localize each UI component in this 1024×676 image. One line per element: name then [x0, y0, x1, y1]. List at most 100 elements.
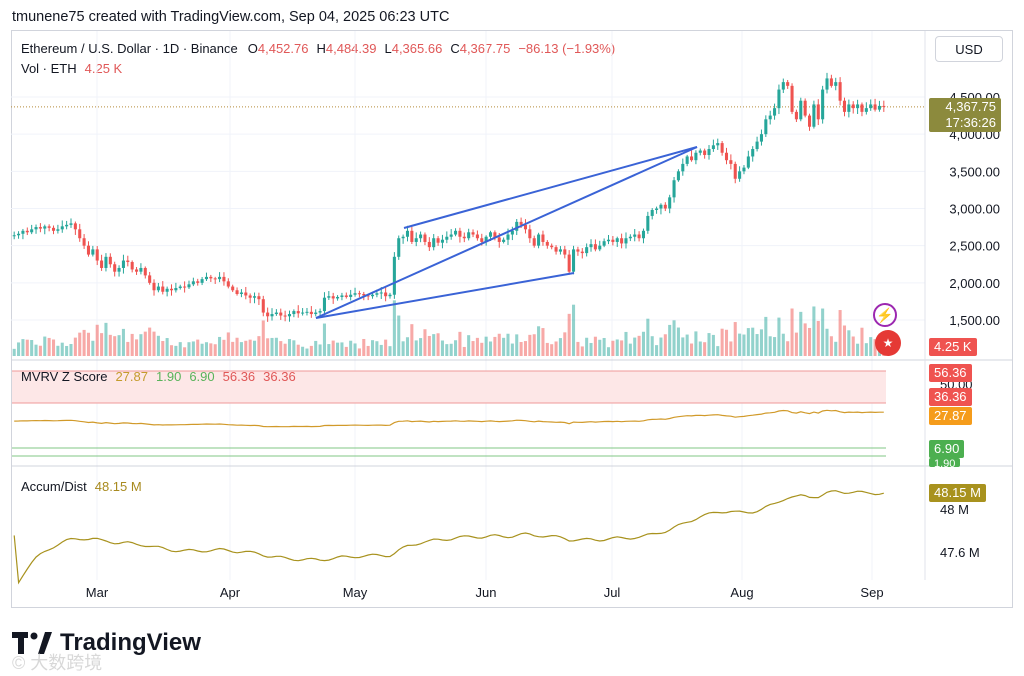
volume-bar	[537, 326, 541, 356]
brand-name: TradingView	[60, 629, 201, 656]
candle-body	[292, 311, 296, 315]
volume-bar	[414, 340, 418, 356]
candle-body	[528, 229, 532, 239]
symbol-legend: Ethereum / U.S. Dollar · 1D · Binance O …	[21, 41, 615, 56]
tradingview-logo[interactable]: TradingView	[12, 629, 201, 657]
candle-body	[834, 82, 838, 86]
mvrv-legend: MVRV Z Score 27.87 1.90 6.90 56.36 36.36	[21, 369, 296, 384]
volume-bar	[270, 337, 274, 356]
candle-body	[17, 233, 21, 236]
candle-body	[95, 249, 99, 261]
candle-body	[589, 244, 593, 248]
volume-bar	[113, 336, 117, 356]
mvrv-label[interactable]: MVRV Z Score	[21, 369, 108, 384]
candle-body	[405, 230, 410, 237]
volume-bar	[82, 329, 86, 356]
volume-bar	[668, 324, 672, 356]
volume-bar	[515, 334, 519, 356]
candle-body	[777, 89, 781, 109]
volume-bar	[353, 343, 357, 356]
volume-bar	[716, 346, 720, 356]
mvrv-value-2: 1.90	[156, 369, 182, 384]
candle-body	[226, 281, 230, 287]
volume-bar	[375, 341, 379, 356]
candle-body	[353, 293, 357, 295]
candle-body	[174, 288, 178, 291]
mvrv-series-line	[14, 409, 884, 428]
candle-body	[366, 295, 370, 297]
volume-bar	[567, 313, 571, 356]
candle-body	[611, 239, 615, 242]
volume-bar	[51, 339, 56, 356]
close-value: 4,367.75	[459, 41, 511, 56]
change-value: −86.13 (−1.93%)	[518, 41, 616, 56]
time-axis-tick: Jul	[604, 585, 621, 600]
volume-bar	[576, 341, 580, 356]
volume-bar	[563, 332, 567, 356]
volume-bar	[655, 345, 659, 356]
volume-bar	[773, 337, 777, 356]
volume-bar	[720, 328, 724, 356]
volume-bar	[786, 341, 790, 356]
chart-frame	[11, 30, 1013, 608]
lightning-icon[interactable]: ⚡	[873, 303, 897, 327]
volume-bar	[703, 342, 707, 356]
volume-bar	[165, 338, 169, 356]
volume-legend: Vol · ETH 4.25 K	[21, 61, 122, 76]
candle-body	[375, 293, 379, 295]
volume-bar	[510, 343, 514, 356]
volume-bar	[646, 318, 650, 356]
volume-bar	[711, 334, 715, 356]
volume-bar	[475, 337, 479, 356]
price-axis-tick: 1,500.00	[949, 313, 1000, 328]
volume-bar	[196, 339, 200, 356]
candle-body	[82, 238, 86, 246]
volume-label[interactable]: Vol · ETH	[21, 61, 77, 76]
us-flag-icon[interactable]: ★	[875, 330, 901, 356]
volume-bar	[598, 339, 602, 356]
candle-body	[191, 281, 195, 285]
candle-body	[803, 100, 807, 116]
volume-bar	[764, 316, 768, 356]
volume-bar	[480, 342, 484, 356]
volume-bar	[287, 339, 292, 356]
mvrv-tag-upper: 56.36	[929, 364, 972, 382]
candle-body	[742, 167, 746, 172]
symbol-name[interactable]: Ethereum / U.S. Dollar · 1D · Binance	[21, 41, 238, 56]
candle-body	[392, 256, 396, 295]
volume-bar	[60, 342, 64, 356]
accum-label[interactable]: Accum/Dist	[21, 479, 87, 494]
candle-body	[759, 134, 763, 142]
volume-bar	[65, 345, 69, 356]
volume-bar	[392, 300, 396, 356]
candle-body	[593, 244, 597, 250]
candle-body	[204, 276, 208, 280]
open-value: 4,452.76	[257, 41, 309, 56]
candle-body	[148, 275, 152, 283]
volume-bar	[624, 331, 628, 356]
candle-body	[78, 229, 82, 239]
candle-body	[244, 292, 248, 296]
volume-bar	[314, 340, 318, 356]
volume-bar	[729, 341, 733, 356]
candle-body	[322, 297, 326, 312]
volume-bar	[812, 306, 816, 356]
candle-body	[807, 115, 812, 127]
currency-button[interactable]: USD	[935, 36, 1003, 62]
volume-bar	[825, 328, 829, 356]
candle-body	[458, 230, 462, 237]
volume-bar	[663, 334, 667, 356]
candle-body	[65, 224, 69, 227]
candle-body	[764, 119, 768, 135]
candle-body	[541, 234, 545, 242]
candle-body	[414, 238, 418, 242]
candle-body	[121, 260, 125, 268]
candle-body	[384, 292, 388, 297]
candle-body	[462, 236, 466, 239]
volume-bar	[834, 341, 838, 356]
candle-body	[309, 311, 313, 315]
volume-bar	[34, 344, 38, 356]
candle-body	[877, 105, 881, 110]
volume-bar	[488, 341, 493, 356]
